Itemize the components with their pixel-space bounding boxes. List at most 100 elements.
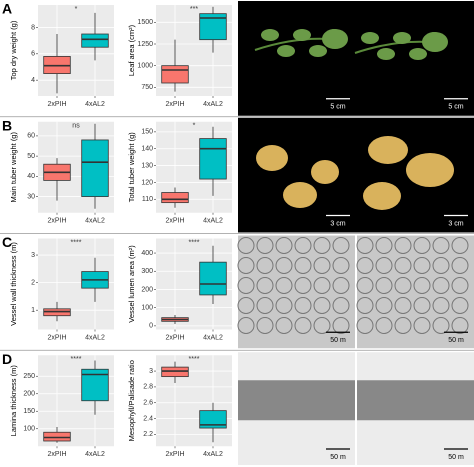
cell xyxy=(356,257,374,274)
tuber xyxy=(311,160,339,184)
y-tick-label: 100 xyxy=(23,426,35,433)
tuber xyxy=(256,145,288,171)
cell xyxy=(275,277,293,294)
leaflet xyxy=(293,29,311,41)
y-tick-label: 1250 xyxy=(137,41,153,48)
cell xyxy=(275,237,293,254)
significance: **** xyxy=(189,239,200,246)
y-tick-label: 100 xyxy=(141,305,153,312)
cell xyxy=(451,317,469,334)
y-tick-label: 1500 xyxy=(137,19,153,26)
box xyxy=(81,33,109,48)
scale-bar-label: 50 m xyxy=(330,454,346,461)
x-tick-label: 2xPIH xyxy=(47,218,66,225)
cell xyxy=(413,237,431,254)
x-tick-label: 2xPIH xyxy=(165,101,184,108)
cell xyxy=(237,277,255,294)
y-tick-label: 250 xyxy=(23,373,35,380)
cell xyxy=(275,297,293,314)
y-tick-label: 120 xyxy=(141,179,153,186)
significance: * xyxy=(193,123,196,130)
y-tick-label: 2.4 xyxy=(143,415,153,422)
cell xyxy=(394,317,412,334)
cell xyxy=(332,257,350,274)
y-tick-label: 2.6 xyxy=(143,400,153,407)
tuber xyxy=(368,136,408,164)
cell xyxy=(432,237,450,254)
cell xyxy=(413,317,431,334)
leaflet xyxy=(409,48,427,60)
cell xyxy=(332,277,350,294)
y-tick-label: 2.8 xyxy=(143,384,153,391)
y-axis-label: Vessel wall thickness (m) xyxy=(9,242,18,326)
x-tick-label: 4xAL2 xyxy=(85,334,105,341)
box xyxy=(43,431,71,442)
leaflet xyxy=(322,29,348,49)
cell xyxy=(394,257,412,274)
cell xyxy=(432,317,450,334)
y-tick-label: 1000 xyxy=(137,63,153,70)
x-tick-label: 4xAL2 xyxy=(203,451,223,458)
significance: **** xyxy=(189,356,200,363)
x-tick-label: 4xAL2 xyxy=(203,334,223,341)
cell xyxy=(394,297,412,314)
significance: **** xyxy=(71,356,82,363)
cell xyxy=(413,297,431,314)
x-tick-label: 4xAL2 xyxy=(203,218,223,225)
y-tick-label: 50 xyxy=(27,153,35,160)
leaflet xyxy=(393,32,411,44)
cell xyxy=(237,257,255,274)
cell xyxy=(256,257,274,274)
y-tick-label: 750 xyxy=(141,84,153,91)
cell xyxy=(394,277,412,294)
cell xyxy=(451,297,469,314)
y-axis-label: Leaf area (cm²) xyxy=(127,24,136,76)
cell xyxy=(313,237,331,254)
cell xyxy=(294,277,312,294)
y-tick-label: 60 xyxy=(27,133,35,140)
x-tick-label: 2xPIH xyxy=(47,334,66,341)
cell xyxy=(356,277,374,294)
x-tick-label: 4xAL2 xyxy=(203,101,223,108)
significance: * xyxy=(75,6,78,13)
y-tick-label: 2 xyxy=(31,279,35,286)
scale-bar-label: 50 m xyxy=(448,454,464,461)
cell xyxy=(375,277,393,294)
y-axis-label: Lamina thickness (m) xyxy=(9,365,18,437)
leaflet xyxy=(422,32,448,52)
cell xyxy=(256,297,274,314)
leaflet xyxy=(377,48,395,60)
y-tick-label: 130 xyxy=(141,162,153,169)
cell xyxy=(332,317,350,334)
scale-bar-label: 3 cm xyxy=(448,220,463,227)
x-tick-label: 2xPIH xyxy=(47,451,66,458)
cell xyxy=(394,237,412,254)
cell xyxy=(356,297,374,314)
y-tick-label: 4 xyxy=(31,77,35,84)
cell xyxy=(356,317,374,334)
leaflet xyxy=(361,32,379,44)
cell xyxy=(313,257,331,274)
y-tick-label: 150 xyxy=(141,129,153,136)
panel-letter: B xyxy=(2,117,12,133)
y-tick-label: 200 xyxy=(141,286,153,293)
panel-letter: D xyxy=(2,351,12,367)
cell xyxy=(413,277,431,294)
significance: *** xyxy=(190,6,198,13)
cell xyxy=(375,297,393,314)
cell xyxy=(375,237,393,254)
scale-bar-label: 3 cm xyxy=(330,220,345,227)
y-tick-label: 300 xyxy=(141,268,153,275)
y-tick-label: 30 xyxy=(27,193,35,200)
tissue xyxy=(238,380,355,421)
cell xyxy=(356,237,374,254)
y-axis-label: Top dry weight (g) xyxy=(9,20,18,80)
cell xyxy=(375,317,393,334)
x-tick-label: 2xPIH xyxy=(165,218,184,225)
cell xyxy=(451,257,469,274)
cell xyxy=(451,277,469,294)
cell xyxy=(432,257,450,274)
y-axis-label: Total tuber weight (g) xyxy=(127,132,136,203)
leaflet xyxy=(309,45,327,57)
plot-background xyxy=(38,5,114,96)
